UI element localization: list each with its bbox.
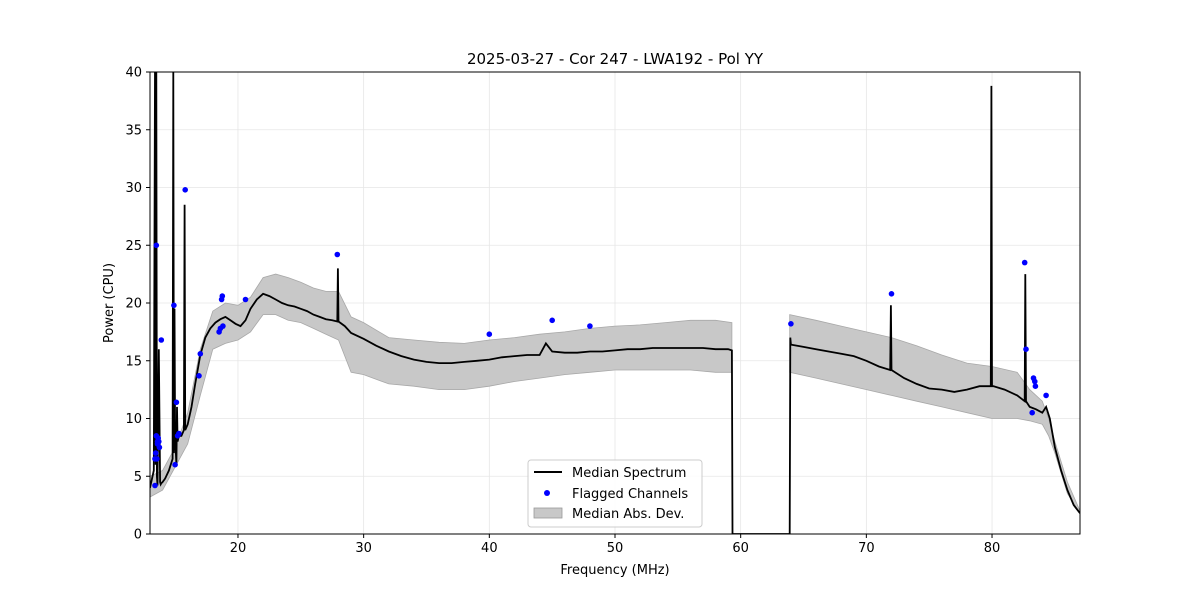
flagged-channel-point — [219, 293, 226, 299]
flagged-channel-point — [1021, 259, 1028, 266]
flagged-channel-point — [1029, 409, 1035, 416]
flagged-channel-point — [152, 450, 159, 456]
axis-ticks: 20 30 40 50 60 70 80 0 5 10 15 20 25 30 35 40 — [125, 66, 1000, 557]
flagged-channel-point — [173, 399, 180, 406]
legend: Median Spectrum Flagged Channels Median … — [527, 459, 703, 528]
x-tick-label: 70 — [858, 541, 875, 556]
legend-band-swatch — [533, 507, 563, 519]
y-tick-label: 5 — [134, 470, 142, 485]
legend-box — [527, 459, 703, 528]
mad-band-area — [789, 314, 1080, 514]
flagged-channel-point — [1043, 392, 1049, 399]
flagged-channel-point — [182, 187, 188, 193]
x-tick-label: 30 — [355, 541, 372, 556]
legend-marker-swatch — [544, 490, 550, 496]
flagged-channel-point — [158, 337, 165, 343]
y-tick-label: 35 — [125, 123, 142, 138]
legend-label-median-spectrum: Median Spectrum — [572, 466, 686, 481]
chart-title: 2025-03-27 - Cor 247 - LWA192 - Pol YY — [467, 50, 764, 68]
y-tick-label: 10 — [125, 412, 142, 427]
y-tick-label: 30 — [125, 181, 142, 196]
x-tick-label: 60 — [732, 541, 749, 556]
y-axis-label: Power (CPU) — [102, 263, 117, 343]
flagged-channel-point — [587, 323, 593, 329]
flagged-channel-point — [888, 291, 895, 297]
flagged-channel-point — [153, 242, 160, 249]
flagged-channel-point — [156, 438, 162, 445]
flagged-channel-point — [176, 430, 182, 437]
flagged-channel-point — [220, 323, 226, 329]
flagged-channel-point — [197, 351, 204, 357]
flagged-channel-point — [1032, 383, 1039, 390]
x-tick-label: 80 — [984, 541, 1001, 556]
flagged-channel-point — [788, 321, 794, 327]
y-tick-label: 15 — [125, 354, 142, 369]
flagged-channel-point — [154, 456, 160, 462]
flagged-channel-point — [171, 302, 177, 309]
flagged-channel-point — [242, 296, 249, 303]
x-axis-label: Frequency (MHz) — [560, 563, 669, 578]
x-tick-label: 20 — [230, 541, 247, 556]
legend-label-flagged-channels: Flagged Channels — [572, 487, 688, 502]
x-tick-label: 40 — [481, 541, 498, 556]
y-tick-label: 0 — [134, 528, 142, 543]
flagged-channel-point — [1023, 346, 1029, 353]
flagged-channel-point — [1032, 378, 1038, 385]
flagged-channel-point — [549, 317, 555, 324]
x-tick-label: 50 — [607, 541, 624, 556]
flagged-channels — [152, 187, 1049, 489]
flagged-channel-point — [486, 331, 493, 338]
legend-label-median-abs-dev: Median Abs. Dev. — [572, 507, 684, 522]
flagged-channel-point — [152, 482, 158, 489]
flagged-channel-point — [196, 373, 202, 379]
y-tick-label: 25 — [125, 239, 142, 254]
flagged-channel-point — [172, 461, 178, 468]
flagged-channel-point — [156, 444, 163, 451]
y-tick-label: 40 — [125, 66, 142, 81]
flagged-channel-point — [334, 251, 341, 258]
y-tick-label: 20 — [125, 297, 142, 312]
